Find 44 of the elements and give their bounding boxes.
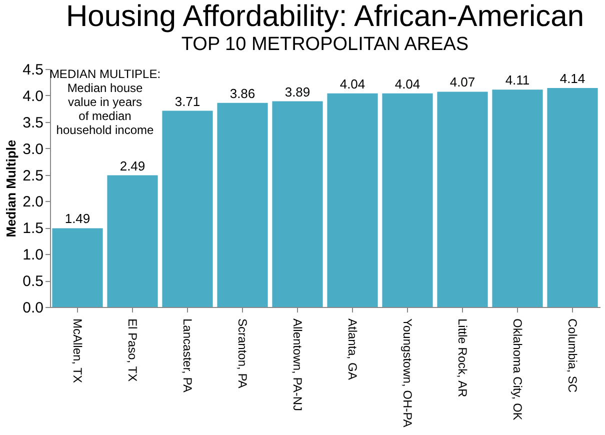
x-tick-label: Youngstown, OH-PA [400,318,414,428]
bar [217,102,268,307]
data-label: 4.04 [340,76,366,92]
y-tick-label: 4.5 [22,62,44,78]
x-tick-label: Atlanta, GA [346,318,360,380]
y-tick-label: 3.0 [22,140,44,158]
y-tick-label: 0.0 [22,300,44,316]
bar [492,90,543,307]
data-label: 4.11 [505,72,530,88]
bar [52,228,103,307]
y-tick-label: 0.5 [22,273,44,290]
bar [327,93,378,307]
bar [107,175,158,307]
chart-subtitle: TOP 10 METROPOLITAN AREAS [181,34,469,55]
bar [437,92,488,307]
bar [382,93,433,307]
y-tick-label: 2.0 [22,194,44,211]
y-tick-label: 1.0 [22,246,44,264]
bar [272,101,323,307]
x-tick-label: El Paso, TX [126,318,140,382]
y-axis-title: Median Multiple [4,140,19,238]
x-tick-label: McAllen, TX [70,318,84,383]
data-label: 3.89 [284,84,310,100]
data-label: 2.49 [120,158,146,174]
y-tick-label: 3.5 [22,114,44,132]
x-tick-label: Allentown, PA-NJ [290,318,304,411]
x-tick-label: Little Rock, AR [456,318,470,398]
data-label: 4.14 [560,71,586,86]
data-label: 4.04 [394,76,420,92]
data-label: 4.07 [450,74,476,90]
y-tick-label: 2.5 [22,167,44,184]
x-tick-label: Scranton, PA [236,318,250,388]
data-label: 3.86 [230,86,256,101]
data-label: 1.49 [64,211,90,226]
x-tick-label: Oklahoma City, OK [510,318,524,420]
x-tick-label: Lancaster, PA [180,318,194,392]
bar [547,88,598,307]
x-tick-label: Columbia, SC [566,318,580,393]
y-tick-label: 4.0 [22,88,44,105]
chart-title: Housing Affordability: African-American [66,0,584,33]
bar [162,110,213,307]
data-label: 3.71 [174,94,200,109]
annotation: MEDIAN MULTIPLE: Median house value in years of median household income [49,67,161,137]
y-tick-label: 1.5 [22,220,44,238]
